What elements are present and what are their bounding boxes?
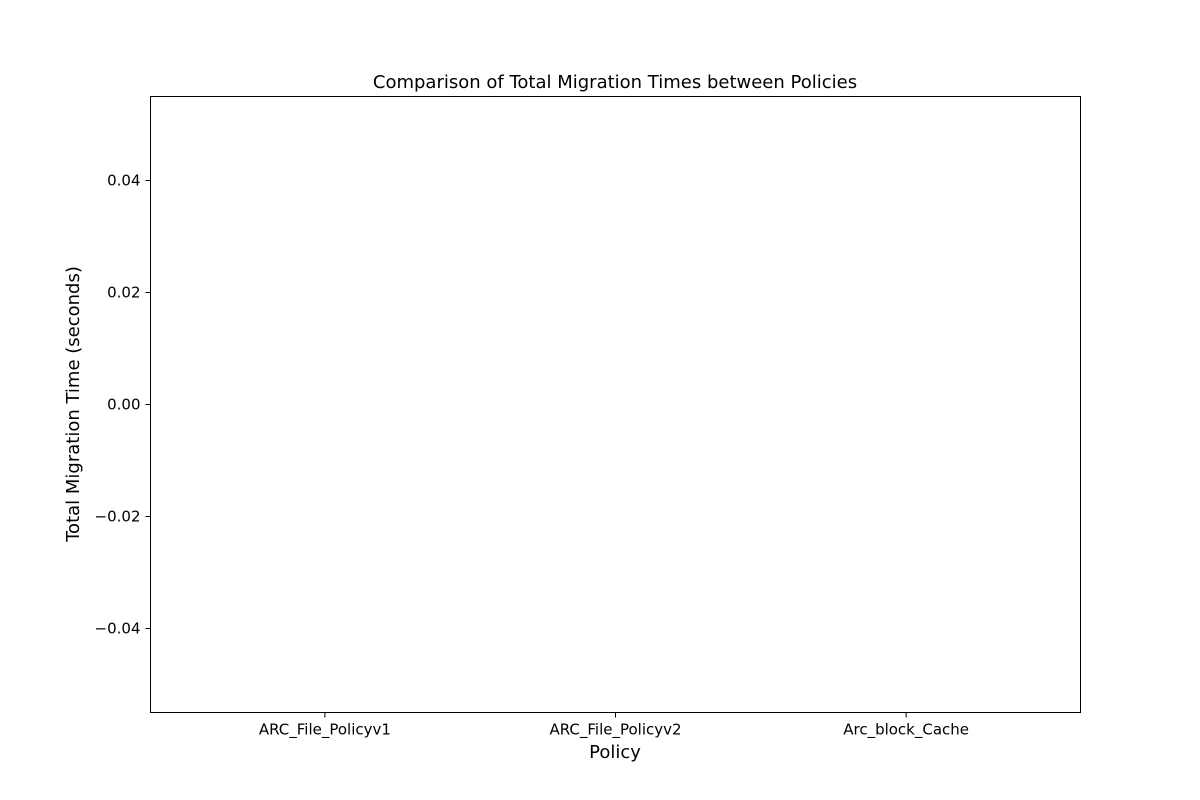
x-tick-label: ARC_File_Policyv2 <box>549 721 681 740</box>
y-tick-label: −0.04 <box>95 620 141 638</box>
x-axis-label: Policy <box>589 742 641 763</box>
chart-title: Comparison of Total Migration Times betw… <box>373 72 857 93</box>
y-axis-ticks: −0.04 −0.02 0.00 0.02 0.04 <box>95 172 151 638</box>
x-tick-label: ARC_File_Policyv1 <box>259 721 391 740</box>
y-tick-label: −0.02 <box>95 508 141 526</box>
y-tick-label: 0.02 <box>107 284 140 302</box>
x-tick-label: Arc_block_Cache <box>843 721 969 740</box>
y-tick-label: 0.00 <box>107 396 140 414</box>
y-tick-label: 0.04 <box>107 172 140 190</box>
y-axis-label: Total Migration Time (seconds) <box>63 266 84 543</box>
x-axis-ticks: ARC_File_Policyv1 ARC_File_Policyv2 Arc_bl… <box>259 712 969 740</box>
